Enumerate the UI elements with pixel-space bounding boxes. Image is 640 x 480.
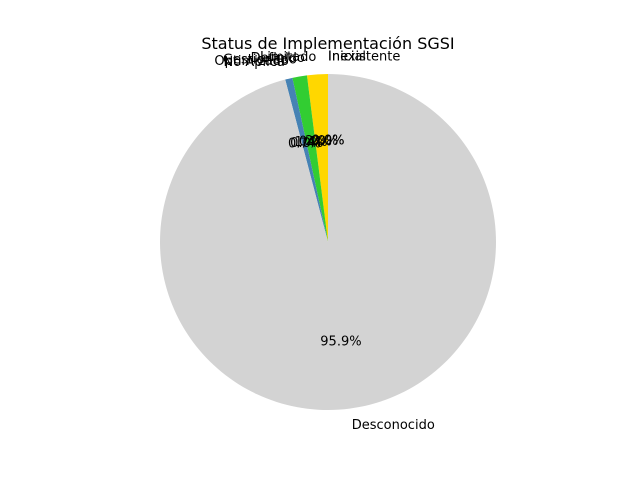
pct-inexistente: 0.0% xyxy=(311,134,344,149)
pct-desconocido: 95.9% xyxy=(320,334,361,349)
label-gestionado: Gestionado xyxy=(223,52,297,67)
slice-no-aplica xyxy=(285,77,328,242)
label-inexistente: Inexistente xyxy=(328,50,400,65)
slice-limitado xyxy=(306,74,328,242)
label-definido: Definido xyxy=(251,51,305,66)
pct-optimizado: 0.0% xyxy=(290,136,323,151)
pie-slices xyxy=(160,74,497,410)
label-optimizado: Optimizado xyxy=(214,54,289,69)
pct-inicial: 0.0% xyxy=(311,134,344,149)
label-inicial: Inicial xyxy=(328,50,366,65)
chart-title: Status de Implementación SGSI xyxy=(201,34,454,53)
pct-definido: 0.0% xyxy=(299,134,332,149)
slice-gestionado xyxy=(292,75,328,242)
label-limitado: Limitado xyxy=(260,50,316,65)
label-desconocido: Desconocido xyxy=(352,418,435,433)
pie-percent-labels: 0.0%0.0%2.0%0.0%1.4%0.0%0.7%95.9% xyxy=(288,134,362,350)
label-no-aplica: No Aplica xyxy=(224,55,285,70)
pct-gestionado: 1.4% xyxy=(294,135,327,150)
slice-desconocido xyxy=(160,74,497,410)
pct-no-aplica: 0.7% xyxy=(288,136,321,151)
pct-limitado: 2.0% xyxy=(305,134,338,149)
